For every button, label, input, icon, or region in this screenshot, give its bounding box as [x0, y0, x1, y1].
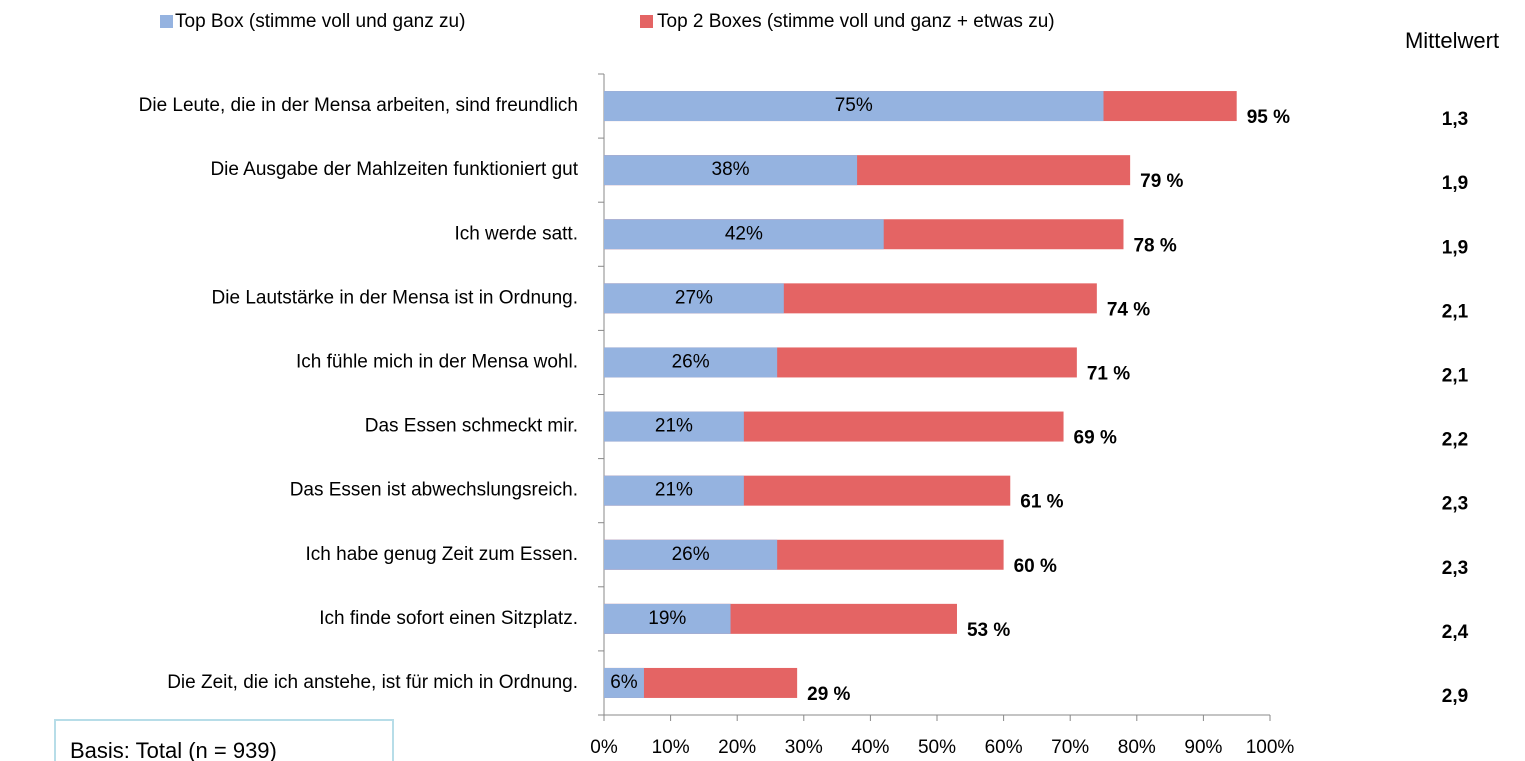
category-label: Das Essen ist abwechslungsreich. — [290, 480, 578, 501]
value-label: 61 % — [1020, 492, 1063, 513]
bar — [604, 347, 778, 378]
mean-value: 2,3 — [1442, 558, 1468, 579]
category-label: Die Leute, die in der Mensa arbeiten, si… — [139, 95, 578, 116]
value-label: 75% — [835, 95, 873, 116]
mean-value: 1,3 — [1442, 109, 1468, 130]
bar — [604, 667, 644, 698]
mean-value: 1,9 — [1442, 237, 1468, 258]
value-label: 26% — [672, 544, 710, 565]
value-label: 26% — [672, 351, 710, 372]
value-label: 6% — [610, 672, 638, 693]
x-tick-label: 60% — [985, 737, 1023, 758]
x-tick-label: 90% — [1184, 737, 1222, 758]
bar — [604, 475, 744, 506]
bar — [604, 91, 1104, 122]
value-label: 27% — [675, 287, 713, 308]
x-tick-label: 100% — [1246, 737, 1295, 758]
x-tick-label: 70% — [1051, 737, 1089, 758]
mean-value: 1,9 — [1442, 173, 1468, 194]
footnote-box — [54, 719, 394, 761]
bar — [604, 283, 784, 314]
value-label: 74 % — [1107, 299, 1150, 320]
mean-header: Mittelwert — [1405, 28, 1499, 53]
mean-value: 2,4 — [1442, 622, 1469, 643]
mean-value: 2,1 — [1442, 365, 1469, 386]
value-label: 95 % — [1247, 107, 1290, 128]
value-label: 69 % — [1074, 428, 1117, 449]
category-label: Die Zeit, die ich anstehe, ist für mich … — [167, 672, 578, 693]
mean-value: 2,1 — [1442, 301, 1469, 322]
x-tick-label: 30% — [785, 737, 823, 758]
value-label: 29 % — [807, 684, 850, 705]
x-tick-label: 40% — [851, 737, 889, 758]
bar — [604, 155, 858, 186]
category-label: Ich finde sofort einen Sitzplatz. — [319, 608, 578, 629]
category-label: Die Ausgabe der Mahlzeiten funktioniert … — [210, 159, 578, 180]
mean-value: 2,9 — [1442, 686, 1468, 707]
mean-value: 2,2 — [1442, 430, 1468, 451]
value-label: 42% — [725, 223, 763, 244]
legend-swatch — [640, 15, 653, 28]
bar — [604, 539, 778, 570]
category-label: Ich habe genug Zeit zum Essen. — [306, 544, 579, 565]
mean-value: 2,3 — [1442, 494, 1468, 515]
bar — [604, 219, 884, 250]
x-tick-label: 10% — [652, 737, 690, 758]
value-label: 19% — [648, 608, 686, 629]
legend-swatch — [160, 15, 173, 28]
bar — [604, 603, 731, 634]
value-label: 71 % — [1087, 363, 1130, 384]
x-tick-label: 20% — [718, 737, 756, 758]
bar — [604, 411, 744, 442]
category-label: Ich fühle mich in der Mensa wohl. — [296, 351, 578, 372]
legend-label: Top 2 Boxes (stimme voll und ganz + etwa… — [657, 11, 1055, 32]
value-label: 21% — [655, 480, 693, 501]
category-label: Die Lautstärke in der Mensa ist in Ordnu… — [212, 287, 578, 308]
x-tick-label: 80% — [1118, 737, 1156, 758]
value-label: 53 % — [967, 620, 1010, 641]
value-label: 60 % — [1014, 556, 1057, 577]
footnote: Basis: Total (n = 939) — [70, 738, 277, 761]
value-label: 38% — [712, 159, 750, 180]
value-label: 78 % — [1133, 235, 1176, 256]
value-label: 21% — [655, 416, 693, 437]
legend-label: Top Box (stimme voll und ganz zu) — [175, 11, 465, 32]
value-label: 79 % — [1140, 171, 1183, 192]
x-tick-label: 50% — [918, 737, 956, 758]
category-label: Ich werde satt. — [454, 223, 578, 244]
x-tick-label: 0% — [590, 737, 618, 758]
category-label: Das Essen schmeckt mir. — [365, 416, 578, 437]
